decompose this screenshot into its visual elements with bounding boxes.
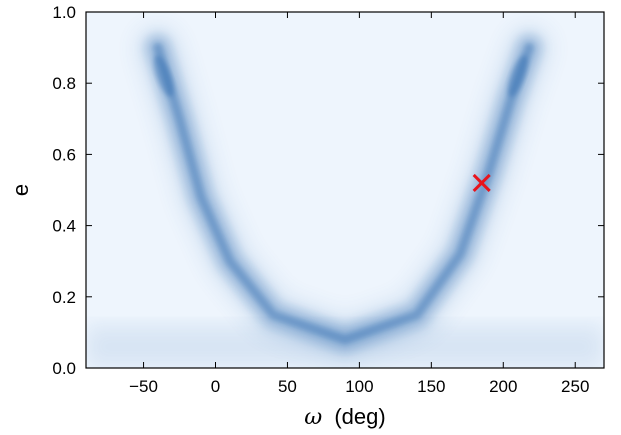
x-tick-label: −50 (129, 377, 158, 396)
y-tick-label: 0.8 (52, 74, 76, 93)
plot-frame (85, 11, 605, 369)
x-axis-unit: (deg) (334, 404, 385, 429)
density-peak-1 (507, 55, 528, 97)
density-band-3 (153, 43, 534, 344)
axis-ticks: −50 0 50 100 150 200 250 0.0 0.2 0.4 0.6 0.8 1.0 (52, 3, 604, 396)
y-tick-label: 0.6 (52, 145, 76, 164)
x-tick-label: 50 (278, 377, 297, 396)
x-axis-symbol: ω (304, 405, 322, 430)
y-tick-label: 0.4 (52, 217, 76, 236)
y-tick-label: 1.0 (52, 3, 76, 22)
density-heatmap (86, 24, 604, 368)
y-tick-label: 0.0 (52, 359, 76, 378)
x-tick-label: 100 (345, 377, 373, 396)
x-tick-label: 200 (489, 377, 517, 396)
y-tick-label: 0.2 (52, 288, 76, 307)
marker-x-stroke-2 (472, 173, 491, 192)
x-tick-label: 0 (211, 377, 220, 396)
x-tick-label: 150 (417, 377, 445, 396)
density-peak-0 (153, 55, 174, 97)
marker-x (472, 173, 491, 192)
x-axis-label: ω (deg) (304, 404, 385, 430)
x-tick-label: 250 (561, 377, 589, 396)
y-axis-label: e (8, 184, 33, 196)
